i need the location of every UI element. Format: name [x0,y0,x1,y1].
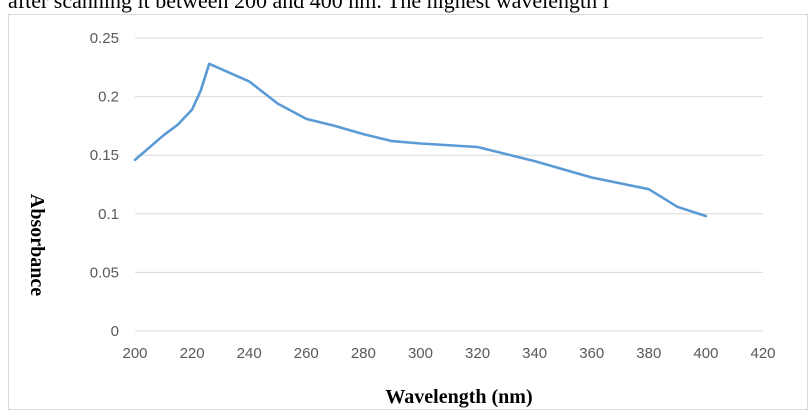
x-tick-label: 260 [294,345,319,362]
x-tick-label: 300 [408,345,433,362]
y-tick-label: 0 [111,323,119,340]
x-tick-label: 340 [522,345,547,362]
tick-labels: 0 0.05 0.1 0.15 0.2 0.25 200 220 240 260 280 300 320… [90,30,776,362]
x-tick-label: 320 [465,345,490,362]
clipped-caption-text: after scanning it between 200 and 400 nm… [8,0,609,13]
y-tick-label: 0.2 [98,89,119,106]
y-tick-label: 0.15 [90,147,119,164]
series-layer [133,62,708,218]
chart-area: 0 0.05 0.1 0.15 0.2 0.25 200 220 240 260 280 300 320… [8,14,808,410]
x-tick-label: 400 [693,345,718,362]
gridlines [135,37,763,273]
x-tick-label: 280 [351,345,376,362]
y-tick-label: 0.05 [90,264,119,281]
line-chart: 0 0.05 0.1 0.15 0.2 0.25 200 220 240 260 280 300 320… [26,30,776,408]
x-tick-label: 360 [579,345,604,362]
series-line [133,62,708,218]
x-tick-label: 200 [122,345,147,362]
x-tick-label: 220 [180,345,205,362]
y-tick-label: 0.25 [90,30,119,47]
y-tick-label: 0.1 [98,206,119,223]
x-tick-label: 420 [750,345,775,362]
y-axis-title: Absorbance [26,194,48,296]
x-tick-label: 380 [636,345,661,362]
x-axis-title: Wavelength (nm) [385,386,532,408]
x-tick-label: 240 [237,345,262,362]
